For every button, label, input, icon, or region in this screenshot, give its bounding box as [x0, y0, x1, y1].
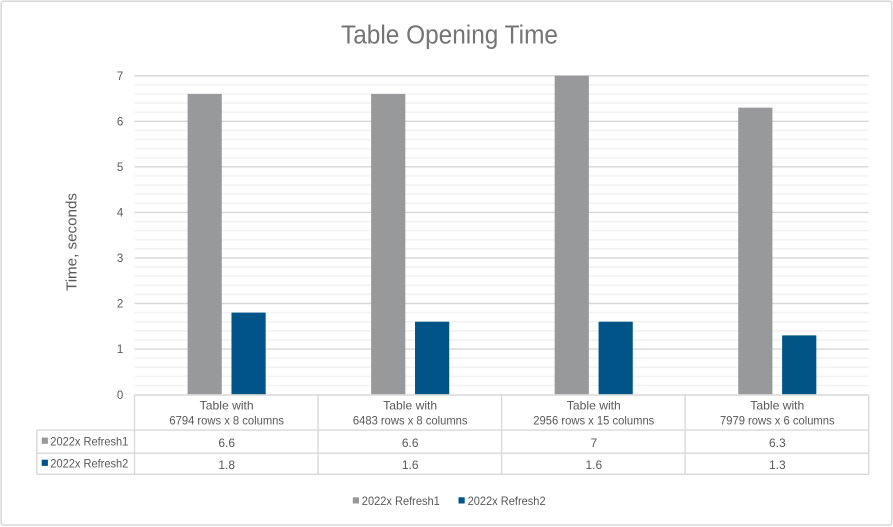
svg-text:6.3: 6.3	[769, 436, 786, 450]
svg-text:4: 4	[117, 208, 124, 220]
svg-text:0: 0	[117, 390, 123, 402]
svg-text:1.6: 1.6	[402, 458, 419, 472]
svg-text:1: 1	[117, 344, 123, 356]
svg-text:5: 5	[117, 162, 123, 174]
svg-text:Time, seconds: Time, seconds	[65, 193, 81, 291]
svg-text:Table with: Table with	[200, 399, 254, 413]
svg-text:2022x Refresh1: 2022x Refresh1	[50, 434, 128, 448]
svg-text:2022x Refresh1: 2022x Refresh1	[362, 494, 440, 508]
svg-text:2: 2	[117, 299, 123, 311]
svg-text:1.8: 1.8	[218, 458, 235, 472]
svg-text:2956 rows x 15 columns: 2956 rows x 15 columns	[533, 413, 654, 427]
svg-text:7979 rows x 6 columns: 7979 rows x 6 columns	[720, 413, 835, 427]
svg-text:Table with: Table with	[750, 399, 804, 413]
svg-text:6: 6	[117, 117, 123, 129]
svg-text:6794 rows x 8 columns: 6794 rows x 8 columns	[169, 413, 284, 427]
svg-text:Table with: Table with	[567, 399, 621, 413]
svg-text:6483 rows x 8 columns: 6483 rows x 8 columns	[353, 413, 468, 427]
svg-text:7: 7	[590, 436, 597, 450]
svg-text:Table Opening Time: Table Opening Time	[341, 19, 558, 49]
svg-text:7: 7	[117, 71, 123, 83]
svg-text:6.6: 6.6	[218, 436, 235, 450]
svg-text:2022x Refresh2: 2022x Refresh2	[50, 456, 128, 470]
svg-text:3: 3	[117, 253, 123, 265]
svg-text:2022x Refresh2: 2022x Refresh2	[468, 494, 546, 508]
svg-text:1.3: 1.3	[769, 458, 786, 472]
svg-text:6.6: 6.6	[402, 436, 419, 450]
svg-text:Table with: Table with	[383, 399, 437, 413]
svg-text:1.6: 1.6	[585, 458, 602, 472]
